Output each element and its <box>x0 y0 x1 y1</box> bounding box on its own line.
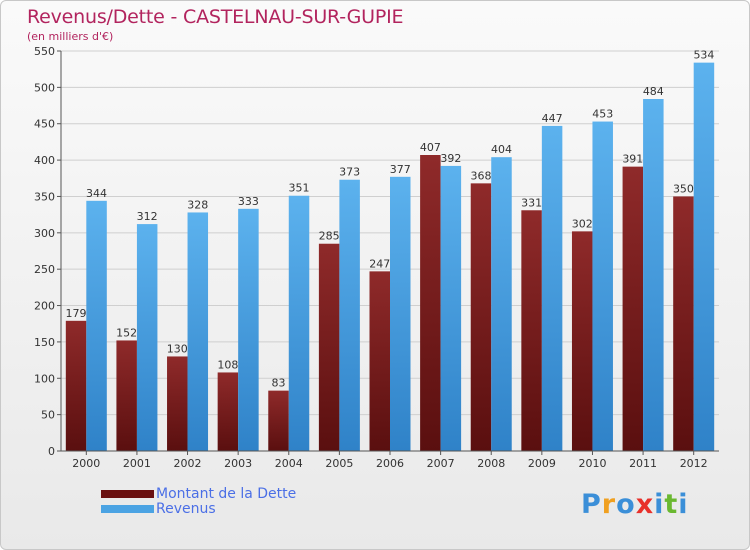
bar-revenus <box>187 212 209 451</box>
x-tick-label: 2007 <box>427 457 455 470</box>
y-tick-label: 250 <box>34 263 55 276</box>
y-tick-label: 100 <box>34 372 55 385</box>
bar-revenus <box>592 121 613 451</box>
x-tick-label: 2001 <box>123 457 151 470</box>
bar-revenus <box>288 195 310 451</box>
data-label: 391 <box>622 153 643 166</box>
data-label: 350 <box>673 182 694 195</box>
bar-dette <box>65 320 87 451</box>
x-tick-label: 2010 <box>578 457 606 470</box>
bar-revenus <box>86 200 107 451</box>
bar-dette <box>673 196 694 451</box>
bar-revenus <box>238 208 259 451</box>
bar-dette <box>571 231 593 451</box>
data-label: 407 <box>420 141 441 154</box>
data-label: 344 <box>86 187 107 200</box>
y-tick-label: 550 <box>34 45 55 58</box>
bar-revenus <box>693 62 715 452</box>
bars: 179 344 152 312 130 328 108 333 83 351 285 373 247 37… <box>65 49 715 452</box>
bar-revenus <box>643 99 664 451</box>
y-tick-label: 50 <box>41 409 55 422</box>
data-label: 285 <box>319 230 340 243</box>
bar-dette <box>622 166 644 452</box>
data-label: 447 <box>542 112 563 125</box>
bar-dette <box>116 340 137 451</box>
logo-letter: x <box>635 489 655 520</box>
y-tick-label: 0 <box>48 445 55 458</box>
chart-subtitle: (en milliers d'€) <box>27 30 114 43</box>
x-tick-label: 2004 <box>275 457 303 470</box>
data-label: 130 <box>167 342 188 355</box>
legend-swatch-revenus <box>101 505 154 513</box>
logo-letter: o <box>616 489 636 520</box>
logo-letter: i <box>654 489 665 520</box>
x-tick-label: 2002 <box>174 457 202 470</box>
data-label: 108 <box>217 358 238 371</box>
logo-letter: i <box>678 489 689 520</box>
y-tick-label: 300 <box>34 227 55 240</box>
bar-dette <box>167 356 188 451</box>
data-label: 331 <box>521 196 542 209</box>
data-label: 302 <box>572 217 593 230</box>
y-tick-label: 350 <box>34 190 55 203</box>
x-tick-label: 2003 <box>224 457 252 470</box>
data-label: 534 <box>693 49 714 62</box>
y-tick-label: 500 <box>34 81 55 94</box>
data-label: 328 <box>187 198 208 211</box>
bar-revenus <box>541 125 563 451</box>
bar-dette <box>521 210 542 451</box>
data-label: 392 <box>440 152 461 165</box>
bar-dette <box>318 243 340 451</box>
data-label: 351 <box>289 182 310 195</box>
data-label: 247 <box>369 257 390 270</box>
data-label: 179 <box>66 307 87 320</box>
x-tick-label: 2011 <box>629 457 657 470</box>
bar-revenus <box>440 165 462 451</box>
logo-letter: t <box>664 489 679 520</box>
x-tick-label: 2009 <box>528 457 556 470</box>
data-label: 83 <box>272 377 286 390</box>
data-label: 368 <box>470 169 491 182</box>
data-label: 484 <box>643 85 664 98</box>
y-tick-label: 400 <box>34 154 55 167</box>
x-tick-label: 2000 <box>72 457 100 470</box>
x-tick-label: 2005 <box>325 457 353 470</box>
bar-revenus <box>491 157 512 451</box>
bar-dette <box>470 183 492 451</box>
x-tick-label: 2006 <box>376 457 404 470</box>
data-label: 152 <box>116 326 137 339</box>
bar-dette <box>369 271 390 451</box>
data-label: 312 <box>137 210 158 223</box>
chart-title: Revenus/Dette - CASTELNAU-SUR-GUPIE <box>27 6 404 28</box>
logo-letter: r <box>601 489 617 520</box>
data-label: 373 <box>339 166 360 179</box>
logo-letter: P <box>581 489 602 520</box>
data-label: 404 <box>491 143 512 156</box>
proxiti-logo: Proxiti <box>581 489 689 520</box>
y-tick-label: 150 <box>34 336 55 349</box>
x-axis: 2000 2001 2002 2003 2004 2005 2006 2007 2008 2009… <box>61 450 719 470</box>
bar-dette <box>217 372 239 451</box>
bar-revenus <box>339 179 360 451</box>
legend-label-revenus: Revenus <box>156 501 216 517</box>
bar-dette <box>420 155 441 451</box>
y-tick-label: 200 <box>34 300 55 313</box>
y-axis: 0 50 100 150 200 250 300 350 400 450 500 550 <box>34 45 62 458</box>
data-label: 453 <box>592 108 613 121</box>
x-tick-label: 2008 <box>477 457 505 470</box>
bar-revenus <box>136 224 158 451</box>
y-tick-label: 450 <box>34 118 55 131</box>
legend-label-debt: Montant de la Dette <box>156 486 297 502</box>
data-label: 377 <box>390 163 411 176</box>
bar-revenus <box>390 176 411 451</box>
bar-dette <box>268 390 289 451</box>
legend-swatch-debt <box>101 490 154 498</box>
data-label: 333 <box>238 195 259 208</box>
x-tick-label: 2012 <box>680 457 708 470</box>
